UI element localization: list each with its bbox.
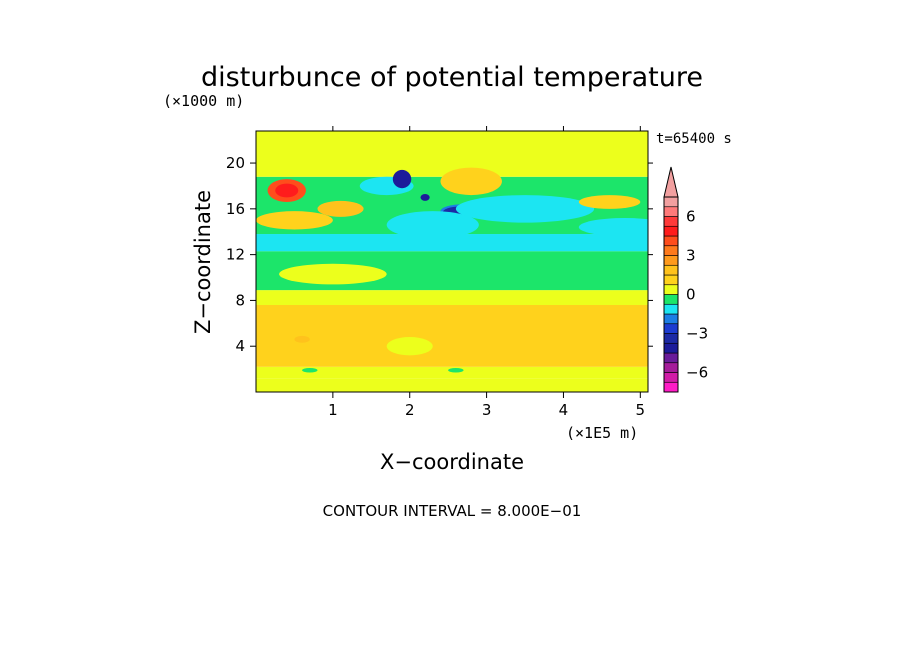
x-tick-label: 1	[328, 401, 338, 419]
colorbar-swatch	[663, 225, 679, 237]
colorbar-swatch	[663, 255, 679, 266]
colorbar-swatch	[663, 372, 679, 383]
field-feature	[455, 195, 595, 223]
field-feature	[420, 193, 430, 201]
y-tick-label: 20	[226, 154, 245, 172]
colorbar-tick-label: 6	[686, 208, 696, 226]
x-tick-label: 3	[482, 401, 492, 419]
colorbar-tick-label: −6	[686, 364, 708, 382]
x-tick-label: 5	[636, 401, 646, 419]
colorbar-tick-label: −3	[686, 325, 708, 343]
field-feature	[578, 195, 641, 209]
field-feature	[448, 367, 464, 373]
y-tick-label: 8	[235, 291, 245, 309]
temperature-field	[256, 131, 648, 392]
field-band	[256, 131, 648, 177]
field-feature	[256, 211, 333, 230]
field-feature	[302, 367, 318, 373]
y-unit-label: (×1000 m)	[163, 92, 244, 110]
y-axis-label: Z−coordinate	[191, 190, 215, 334]
colorbar-swatch	[663, 362, 679, 373]
field-feature	[392, 169, 412, 189]
field-band	[256, 290, 648, 305]
field-feature	[275, 183, 299, 198]
colorbar-swatch	[663, 196, 679, 208]
y-tick-label: 4	[235, 337, 245, 355]
field-band	[256, 378, 648, 392]
colorbar-swatch	[663, 235, 679, 247]
field-feature	[440, 167, 502, 196]
field-feature	[386, 211, 479, 239]
colorbar-swatch	[663, 294, 679, 305]
x-unit-label: (×1E5 m)	[566, 424, 638, 442]
colorbar: 6 3 0 −3 −6	[663, 166, 708, 393]
colorbar-tick-label: 0	[686, 286, 696, 304]
field-band	[256, 366, 648, 379]
y-tick-label: 16	[226, 200, 245, 218]
plot-frame	[255, 130, 649, 393]
colorbar-swatch	[663, 274, 679, 286]
colorbar-swatch	[663, 313, 679, 325]
colorbar-swatch	[663, 206, 679, 217]
field-band	[256, 234, 648, 252]
chart-title: disturbunce of potential temperature	[201, 62, 703, 93]
field-feature	[317, 200, 364, 217]
y-axis: 4 8 12 16 20	[226, 154, 653, 355]
colorbar-frame	[663, 196, 679, 393]
colorbar-swatch	[663, 264, 679, 276]
colorbar-swatch	[663, 333, 679, 344]
x-tick-label: 2	[405, 401, 415, 419]
colorbar-swatch	[663, 323, 679, 334]
field-feature	[294, 335, 310, 343]
colorbar-swatch	[663, 352, 679, 364]
field-feature	[279, 263, 387, 285]
colorbar-swatch	[663, 284, 679, 295]
field-band	[256, 305, 648, 367]
contour-interval-footer: CONTOUR INTERVAL = 8.000E−01	[323, 502, 582, 520]
x-axis-label: X−coordinate	[380, 450, 524, 474]
field-feature	[578, 218, 648, 237]
y-tick-label: 12	[226, 246, 245, 264]
colorbar-extend-arrow	[663, 166, 679, 198]
colorbar-swatch	[663, 342, 679, 354]
field-feature	[386, 337, 433, 356]
time-label: t=65400 s	[656, 131, 732, 147]
colorbar-tick-label: 3	[686, 247, 696, 265]
x-tick-label: 4	[559, 401, 569, 419]
x-axis: 1 2 3 4 5	[328, 126, 645, 419]
colorbar-swatch	[663, 216, 679, 227]
colorbar-swatch	[663, 303, 679, 315]
colorbar-swatch	[663, 245, 679, 256]
colorbar-swatch	[663, 381, 679, 393]
